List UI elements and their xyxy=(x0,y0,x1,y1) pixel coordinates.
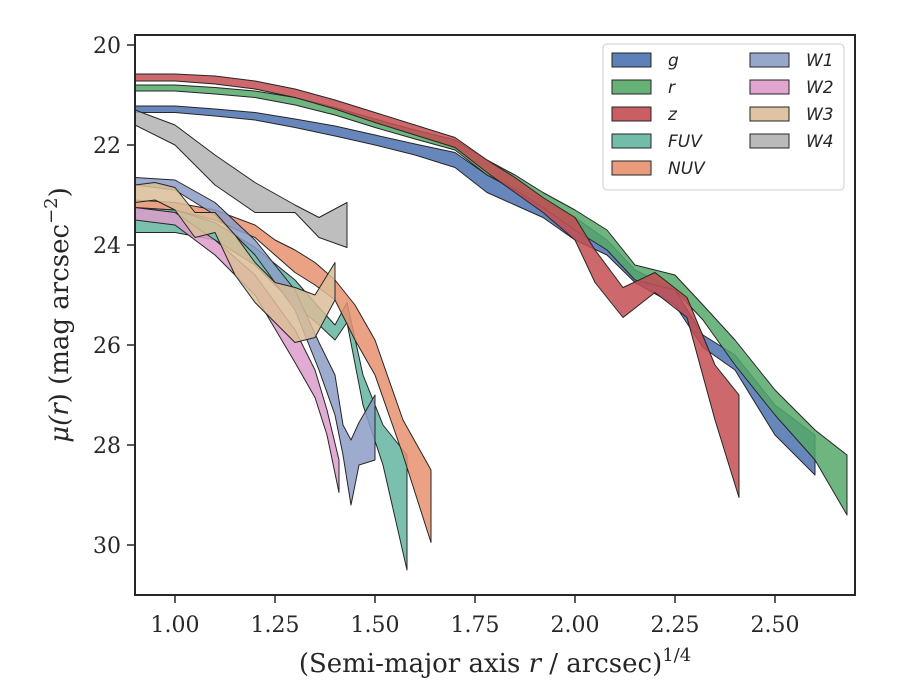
legend-label-z: z xyxy=(667,105,678,125)
x-axis-label-var: r xyxy=(529,649,543,679)
legend-label-w3: W3 xyxy=(806,105,834,125)
legend-swatch-w4 xyxy=(749,133,790,149)
y-axis-label: μ(r) (mag arcsec−2) xyxy=(41,187,75,443)
series-band-w1 xyxy=(134,177,376,506)
x-tick-label: 1.25 xyxy=(251,613,300,638)
legend-label-w1: W1 xyxy=(806,51,834,71)
series-band-w3 xyxy=(134,182,336,343)
series-band-nuv xyxy=(134,199,432,543)
legend-label-r: r xyxy=(668,78,676,98)
legend-swatch-nuv xyxy=(611,160,652,176)
y-tick-label: 22 xyxy=(93,134,121,159)
x-axis-label-sup: 1/4 xyxy=(662,645,691,666)
y-axis-label-main: μ( xyxy=(45,415,75,443)
plot-frame xyxy=(134,34,856,596)
legend-swatch-w3 xyxy=(749,106,790,122)
series-bands xyxy=(134,73,848,571)
y-tick-label: 28 xyxy=(93,434,121,459)
legend-swatch-g xyxy=(611,52,652,68)
x-axis-label-tail: / arcsec) xyxy=(541,649,662,679)
x-tick-label: 2.25 xyxy=(651,613,700,638)
y-axis-label-sup: −2 xyxy=(41,197,62,224)
y-tick-label: 24 xyxy=(93,234,121,259)
y-axis-label-var: r xyxy=(45,402,75,416)
legend-swatch-z xyxy=(611,106,652,122)
y-tick-label: 20 xyxy=(93,34,121,59)
y-tick-label: 30 xyxy=(93,534,121,559)
x-axis-ticks: 1.00 1.25 1.50 1.75 2.00 2.25 2.50 xyxy=(151,595,800,638)
legend: grz FUV NUV W1 W2 W3 W4 xyxy=(602,43,845,191)
x-tick-label: 1.75 xyxy=(451,613,500,638)
x-tick-label: 2.00 xyxy=(551,613,600,638)
legend-swatch-w1 xyxy=(749,52,790,68)
series-band-w4 xyxy=(134,109,348,248)
legend-label-w4: W4 xyxy=(806,132,834,152)
y-axis-label-tail: ) (mag arcsec xyxy=(45,224,75,403)
legend-label-nuv: NUV xyxy=(668,159,706,179)
y-tick-label: 26 xyxy=(93,334,121,359)
legend-label-w2: W2 xyxy=(806,78,834,98)
x-tick-label: 1.00 xyxy=(151,613,200,638)
legend-swatch-r xyxy=(611,79,652,95)
y-axis-ticks: 20 22 24 26 28 30 xyxy=(93,34,135,559)
x-tick-label: 1.50 xyxy=(351,613,400,638)
legend-swatch-fuv xyxy=(611,133,652,149)
x-tick-label: 2.50 xyxy=(751,613,800,638)
y-axis-label-end: ) xyxy=(45,187,75,197)
x-axis-label-main: (Semi-major axis xyxy=(299,649,529,679)
legend-label-g: g xyxy=(668,51,679,71)
legend-label-fuv: FUV xyxy=(668,132,703,152)
series-band-z xyxy=(134,73,740,498)
legend-swatch-w2 xyxy=(749,79,790,95)
series-band-g xyxy=(134,105,816,476)
x-axis-label: (Semi-major axis r / arcsec)1/4 xyxy=(299,645,691,679)
